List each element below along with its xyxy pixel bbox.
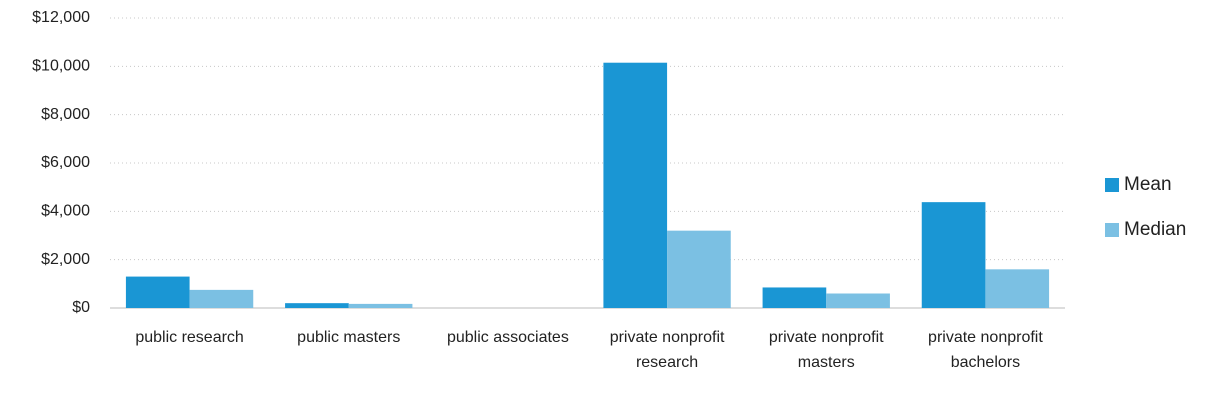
bar — [189, 289, 254, 308]
bar — [348, 303, 413, 308]
y-tick-label: $10,000 — [32, 58, 90, 75]
x-tick-label: public associates — [447, 329, 569, 346]
y-tick-label: $2,000 — [41, 251, 90, 268]
x-tick-label: public research — [135, 329, 244, 346]
y-tick-label: $12,000 — [32, 9, 90, 26]
legend-label: Median — [1124, 219, 1186, 240]
bar — [826, 293, 890, 308]
legend-swatch — [1105, 178, 1119, 192]
bar — [603, 62, 668, 309]
bar — [985, 269, 1050, 308]
x-tick-label: private nonprofit bachelors — [928, 329, 1043, 371]
y-tick-label: $4,000 — [41, 203, 90, 220]
y-tick-label: $8,000 — [41, 106, 90, 123]
legend-label: Mean — [1124, 174, 1172, 195]
bar — [667, 230, 731, 308]
bar — [762, 287, 827, 308]
bar — [285, 303, 349, 308]
x-tick-label: private nonprofit masters — [769, 329, 884, 371]
y-tick-label: $0 — [72, 299, 90, 316]
bar — [125, 276, 190, 308]
x-tick-label: private nonprofit research — [610, 329, 725, 371]
x-tick-label: public masters — [297, 329, 400, 346]
legend-swatch — [1105, 223, 1119, 237]
bar — [921, 202, 986, 308]
y-tick-label: $6,000 — [41, 154, 90, 171]
